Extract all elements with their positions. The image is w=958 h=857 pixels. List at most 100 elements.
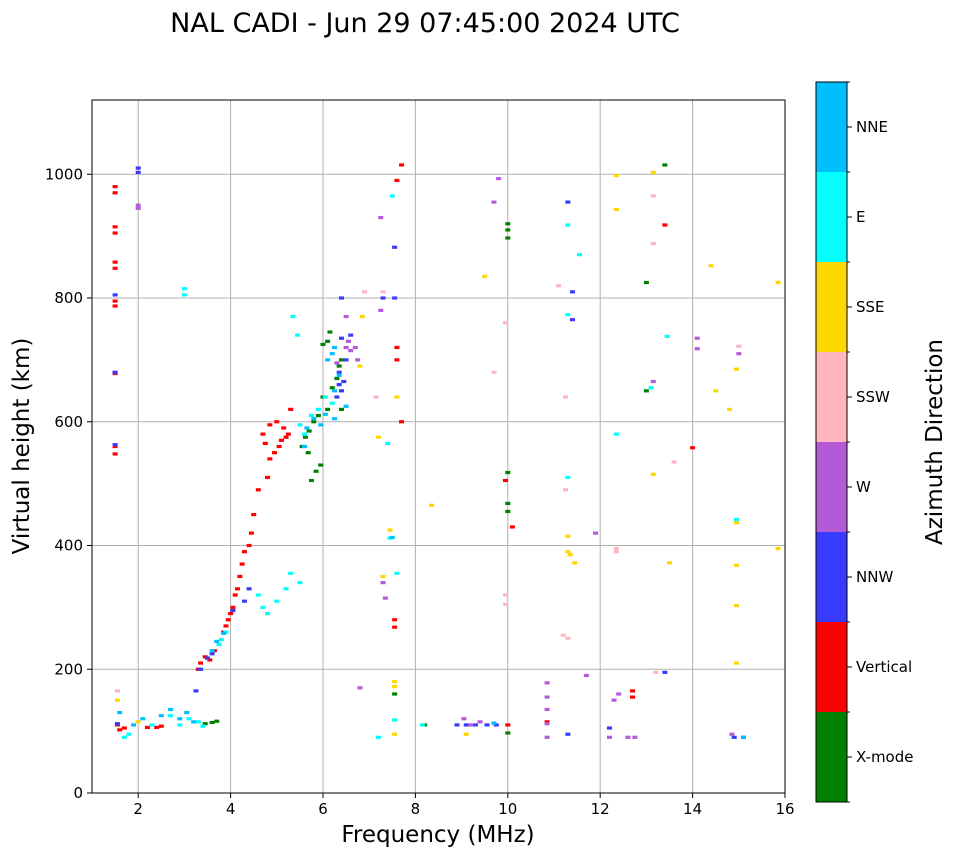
data-point xyxy=(389,194,395,198)
data-point xyxy=(731,735,737,739)
data-point xyxy=(336,373,342,377)
data-point xyxy=(302,432,308,436)
data-point xyxy=(177,717,183,721)
data-point xyxy=(237,574,243,579)
data-point xyxy=(308,478,314,483)
data-point xyxy=(241,599,247,603)
data-point xyxy=(650,194,656,198)
data-point xyxy=(468,723,474,727)
data-point xyxy=(373,395,379,399)
data-point xyxy=(454,723,460,727)
data-point xyxy=(112,293,118,297)
data-point xyxy=(505,501,511,506)
data-point xyxy=(380,290,386,294)
data-point xyxy=(713,389,719,393)
y-tick-label: 400 xyxy=(54,537,83,555)
data-point xyxy=(112,260,118,264)
data-point xyxy=(112,225,118,229)
data-point xyxy=(378,215,384,220)
data-point xyxy=(650,241,656,246)
data-point xyxy=(232,593,238,597)
y-tick-label: 0 xyxy=(73,784,83,802)
data-point xyxy=(378,308,384,312)
colorbar-tick-label: Vertical xyxy=(856,658,912,676)
data-point xyxy=(505,509,511,514)
x-tick-label: 12 xyxy=(591,800,610,818)
data-point xyxy=(662,223,668,227)
data-point xyxy=(643,389,649,393)
data-point xyxy=(135,720,141,724)
colorbar-segment xyxy=(816,82,847,172)
data-point xyxy=(348,333,354,337)
data-point xyxy=(318,463,324,467)
data-point xyxy=(336,383,342,387)
data-point xyxy=(135,206,141,210)
colorbar-tick-label: E xyxy=(856,208,865,226)
x-tick-label: 14 xyxy=(683,800,702,818)
plot-background xyxy=(92,100,785,793)
y-axis-label: Virtual height (km) xyxy=(9,338,35,555)
data-point xyxy=(338,407,344,411)
data-point xyxy=(225,618,231,622)
data-point xyxy=(563,488,569,492)
data-point xyxy=(306,429,312,433)
data-point xyxy=(112,452,118,456)
data-point xyxy=(419,723,425,727)
data-point xyxy=(343,314,349,319)
data-point xyxy=(733,661,739,665)
data-point xyxy=(477,720,483,724)
data-point xyxy=(576,253,582,257)
data-point xyxy=(565,636,571,640)
data-point xyxy=(544,735,550,739)
data-point xyxy=(265,611,271,616)
data-point xyxy=(154,725,160,730)
data-point xyxy=(209,649,215,653)
data-point xyxy=(332,417,338,421)
data-point xyxy=(733,517,739,522)
data-point xyxy=(544,707,550,712)
data-point xyxy=(502,593,508,597)
data-point xyxy=(359,314,365,319)
data-point xyxy=(302,435,308,439)
data-point xyxy=(375,435,381,439)
data-point xyxy=(650,379,656,384)
data-point xyxy=(650,170,656,174)
data-point xyxy=(544,681,550,685)
data-point xyxy=(329,352,335,356)
data-point xyxy=(336,364,342,368)
x-tick-label: 2 xyxy=(133,800,143,818)
data-point xyxy=(262,441,268,446)
data-point xyxy=(246,587,252,591)
data-point xyxy=(482,274,488,278)
colorbar-segment xyxy=(816,712,847,802)
data-point xyxy=(283,435,289,439)
data-point xyxy=(740,735,746,739)
data-point xyxy=(606,735,612,739)
data-point xyxy=(332,345,338,350)
data-point xyxy=(288,571,294,575)
data-point xyxy=(329,401,335,405)
x-tick-label: 16 xyxy=(775,800,794,818)
colorbar-tick-label: X-mode xyxy=(856,748,913,766)
data-point xyxy=(611,698,617,702)
data-point xyxy=(327,330,333,334)
data-point xyxy=(671,460,677,464)
colorbar-frame xyxy=(815,81,848,803)
series-w xyxy=(135,176,742,739)
data-point xyxy=(653,670,659,674)
colorbar-tick-label: NNW xyxy=(856,568,893,586)
y-axis-ticks: 0 200 400 600 800 1000 xyxy=(45,165,92,802)
data-point xyxy=(392,618,398,622)
data-point xyxy=(509,525,515,529)
data-point xyxy=(461,717,467,721)
data-point xyxy=(186,717,192,721)
colorbar-tick-label: SSW xyxy=(856,388,890,406)
data-point xyxy=(362,290,368,294)
data-point xyxy=(168,714,174,718)
data-point xyxy=(318,423,324,427)
series-ssw xyxy=(114,194,742,693)
data-point xyxy=(613,173,619,178)
data-point xyxy=(207,658,213,662)
data-point xyxy=(472,723,478,727)
data-point xyxy=(311,420,317,424)
